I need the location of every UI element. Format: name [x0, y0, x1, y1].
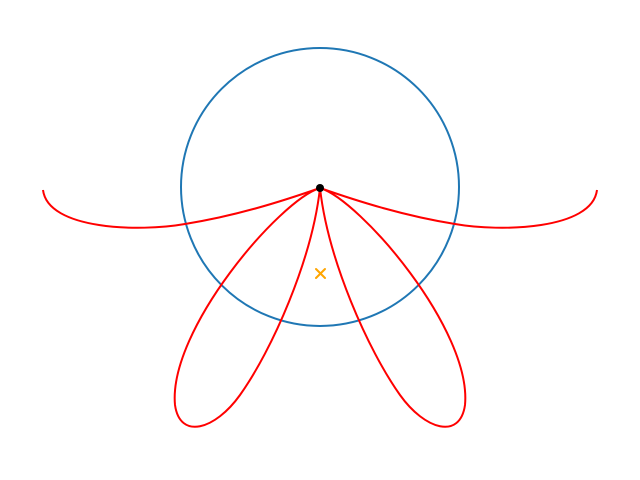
- pivot-point: [316, 184, 324, 192]
- left-petal-curve: [173, 186, 322, 428]
- right-petal-curve: [318, 186, 467, 428]
- left-arm-curve: [42, 187, 321, 229]
- center-x-marker: [315, 268, 326, 279]
- right-arm-curve: [319, 187, 598, 229]
- reference-circle: [180, 47, 460, 327]
